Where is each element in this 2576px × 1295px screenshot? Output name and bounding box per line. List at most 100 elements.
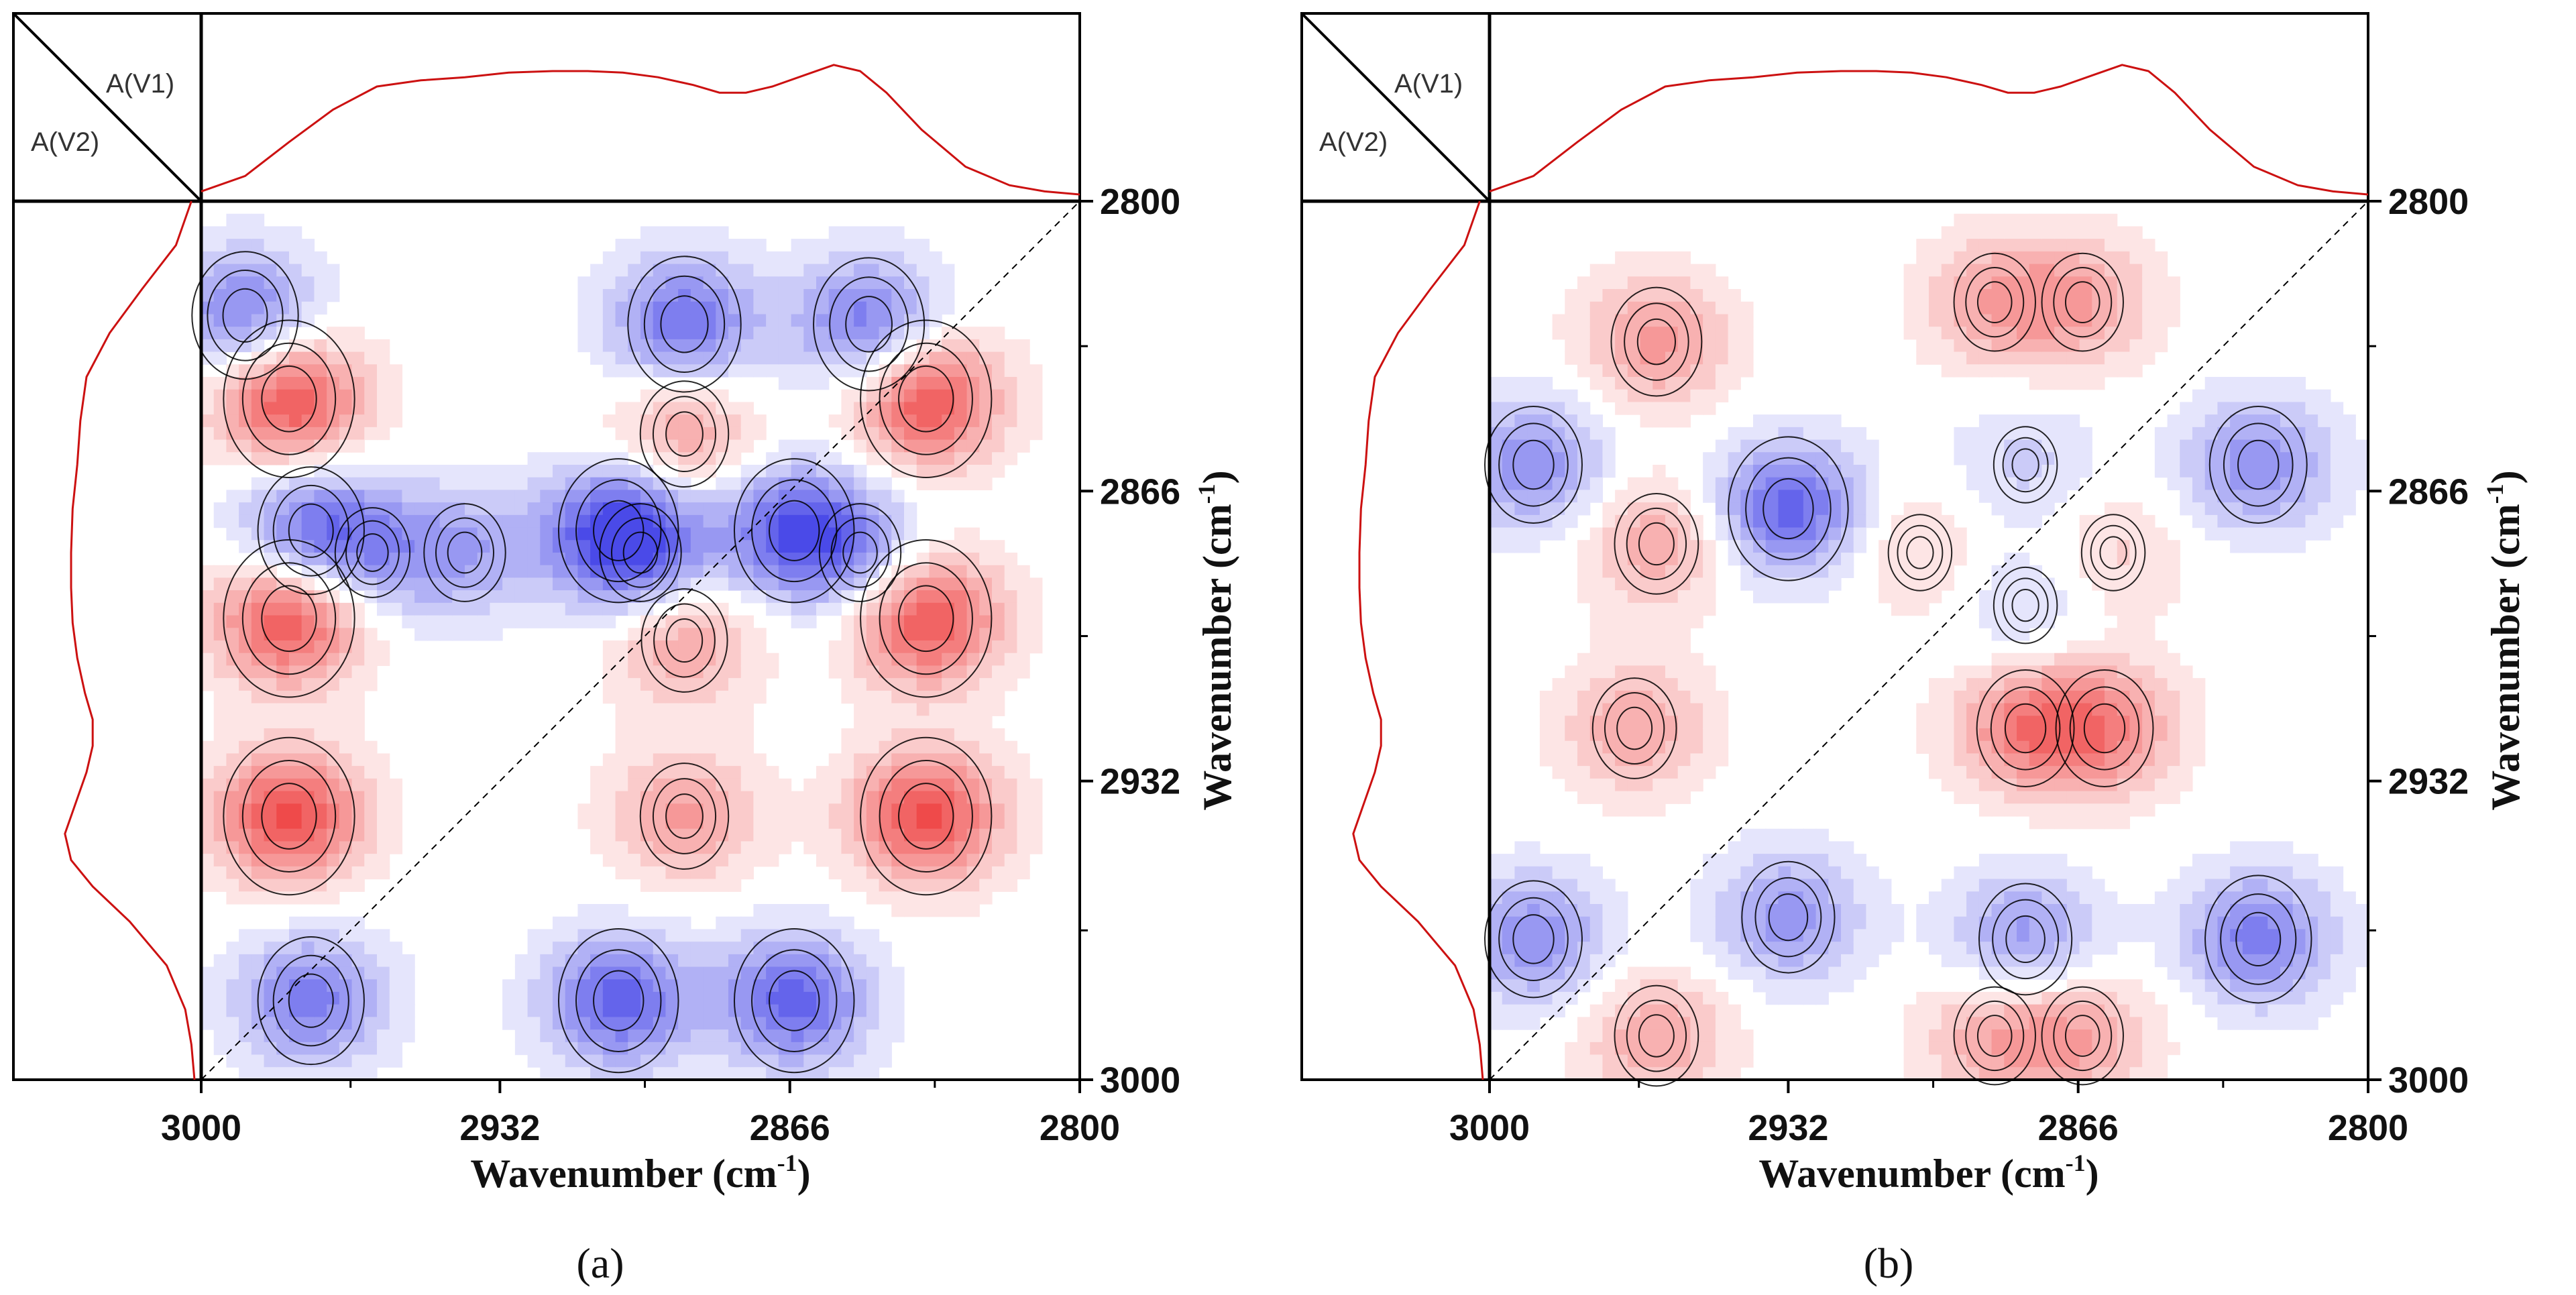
contour-cell	[640, 766, 654, 779]
contour-cell	[916, 251, 930, 265]
contour-cell	[2004, 615, 2017, 628]
contour-cell	[690, 514, 704, 528]
contour-cell	[327, 615, 340, 628]
contour-cell	[615, 740, 628, 754]
contour-cell	[879, 251, 892, 265]
contour-cell	[1703, 678, 1716, 691]
contour-cell	[1991, 966, 2005, 980]
contour-cell	[577, 327, 591, 340]
contour-cell	[665, 992, 679, 1005]
contour-cell	[1954, 866, 1967, 880]
contour-cell	[452, 615, 465, 628]
contour-cell	[1640, 276, 1653, 290]
contour-cell	[1879, 929, 1892, 942]
contour-cell	[1577, 1067, 1591, 1080]
contour-cell	[753, 966, 767, 980]
contour-cell	[514, 1017, 528, 1030]
contour-cell	[1627, 540, 1641, 553]
contour-cell	[1589, 866, 1604, 880]
contour-cell	[540, 502, 553, 516]
panel-label: (a)	[576, 1239, 624, 1287]
contour-cell	[866, 716, 880, 729]
contour-cell	[778, 602, 792, 616]
contour-cell	[1527, 841, 1541, 854]
contour-cell	[1954, 540, 1967, 553]
contour-cell	[314, 665, 327, 679]
contour-cell	[301, 602, 315, 616]
contour-cell	[942, 904, 955, 917]
contour-cell	[966, 690, 980, 704]
x-tick-label: 2932	[459, 1108, 540, 1148]
contour-cell	[716, 916, 729, 930]
contour-cell	[1490, 979, 1503, 993]
contour-cell	[966, 364, 980, 378]
contour-cell	[1677, 690, 1691, 704]
contour-cell	[1703, 1054, 1716, 1068]
contour-cell	[1004, 854, 1018, 867]
contour-cell	[942, 753, 955, 767]
contour-cell	[1653, 540, 1666, 553]
contour-cell	[1916, 351, 1929, 365]
contour-cell	[565, 916, 579, 930]
contour-cell	[703, 1041, 716, 1056]
contour-cell	[716, 979, 729, 993]
contour-cell	[615, 929, 628, 942]
contour-cell	[1703, 264, 1716, 277]
contour-cell	[703, 866, 716, 880]
contour-cell	[1665, 502, 1679, 516]
contour-cell	[1690, 678, 1703, 691]
contour-line	[447, 531, 483, 574]
contour-cell	[1803, 966, 1817, 980]
contour-cell	[389, 966, 403, 980]
contour-cell	[665, 828, 679, 842]
contour-cell	[1765, 841, 1779, 854]
contour-cell	[1017, 577, 1030, 591]
contour-cell	[301, 490, 315, 503]
contour-cell	[2017, 1004, 2030, 1018]
contour-cell	[1753, 427, 1767, 441]
contour-cell	[879, 766, 892, 779]
contour-cell	[791, 1041, 804, 1056]
contour-cell	[615, 565, 628, 579]
contour-cell	[364, 942, 378, 955]
contour-cell	[716, 703, 729, 716]
contour-cell	[904, 514, 917, 528]
contour-cell	[1954, 553, 1967, 566]
contour-cell	[665, 929, 679, 942]
contour-cell	[979, 540, 993, 553]
contour-cell	[1527, 854, 1541, 867]
contour-cell	[590, 1029, 604, 1043]
contour-cell	[1615, 289, 1628, 302]
contour-cell	[1640, 364, 1653, 378]
contour-cell	[276, 665, 290, 679]
contour-cell	[2029, 1017, 2043, 1030]
contour-cell	[490, 502, 503, 516]
contour-cell	[678, 502, 691, 516]
contour-cell	[916, 276, 930, 290]
contour-cell	[590, 791, 604, 804]
contour-cell	[377, 465, 390, 478]
contour-cell	[716, 879, 729, 892]
contour-cell	[766, 766, 779, 779]
contour-cell	[2029, 690, 2043, 704]
contour-cell	[1602, 1041, 1616, 1056]
contour-cell	[251, 1004, 265, 1018]
contour-cell	[289, 1029, 302, 1043]
contour-cell	[1602, 690, 1616, 704]
contour-cell	[590, 803, 604, 817]
contour-cell	[314, 389, 327, 403]
contour-cell	[766, 553, 779, 566]
contour-cell	[1991, 339, 2005, 353]
contour-cell	[213, 289, 227, 302]
contour-cell	[942, 816, 955, 830]
contour-cell	[314, 841, 327, 854]
contour-cell	[904, 289, 917, 302]
contour-cell	[301, 879, 315, 892]
contour-cell	[1891, 602, 1905, 616]
contour-cell	[527, 1054, 541, 1068]
contour-cell	[653, 640, 667, 654]
contour-cell	[264, 703, 277, 716]
contour-cell	[766, 665, 779, 679]
contour-cell	[2017, 514, 2030, 528]
contour-cell	[364, 502, 378, 516]
